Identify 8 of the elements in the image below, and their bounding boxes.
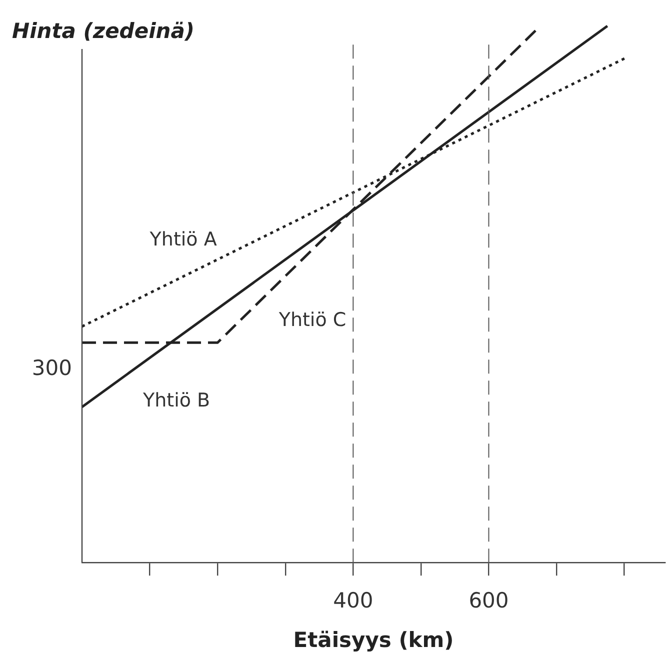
series-label: Yhtiö A <box>148 228 217 251</box>
series-label: Yhtiö C <box>278 309 346 332</box>
x-tick-label: 600 <box>468 588 509 613</box>
x-tick-label: 400 <box>333 588 374 613</box>
x-axis-title: Etäisyys (km) <box>293 628 454 652</box>
y-axis-title: Hinta (zedeinä) <box>12 19 194 43</box>
series-label: Yhtiö B <box>142 390 210 412</box>
text: 300 <box>32 356 72 380</box>
